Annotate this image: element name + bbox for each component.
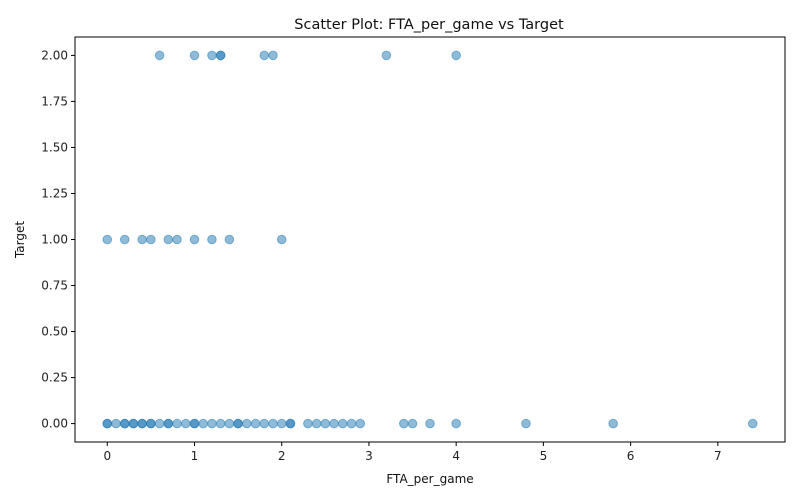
data-point	[112, 419, 121, 428]
data-point	[138, 235, 147, 244]
y-axis-label: Target	[13, 221, 27, 259]
y-tick-label: 1.75	[41, 94, 68, 108]
x-tick-label: 7	[714, 449, 722, 463]
y-axis: 0.00 0.25 0.50 0.75 1.00 1.25 1.50 1.75 2.00	[41, 48, 75, 430]
data-point	[251, 419, 260, 428]
data-point	[190, 235, 199, 244]
data-point	[190, 419, 199, 428]
x-tick-label: 2	[278, 449, 286, 463]
data-point	[120, 419, 129, 428]
data-point	[147, 419, 156, 428]
data-point	[609, 419, 618, 428]
y-tick-label: 0.50	[41, 325, 68, 339]
x-tick-label: 5	[540, 449, 548, 463]
data-point	[426, 419, 435, 428]
data-point	[129, 419, 138, 428]
data-point	[173, 235, 182, 244]
data-point	[260, 51, 269, 60]
data-point	[452, 419, 461, 428]
data-point	[155, 51, 164, 60]
data-point	[225, 235, 234, 244]
x-tick-label: 3	[365, 449, 373, 463]
data-point	[277, 235, 286, 244]
data-point	[103, 419, 112, 428]
data-point	[243, 419, 252, 428]
x-axis: 0 1 2 3 4 5 6 7	[103, 442, 721, 463]
data-point	[216, 51, 225, 60]
data-point	[269, 419, 278, 428]
data-point	[138, 419, 147, 428]
data-point	[356, 419, 365, 428]
y-tick-label: 0.25	[41, 371, 68, 385]
data-point	[208, 235, 217, 244]
data-point	[748, 419, 757, 428]
data-point	[330, 419, 339, 428]
data-point	[147, 235, 156, 244]
x-tick-label: 0	[103, 449, 111, 463]
data-point	[321, 419, 330, 428]
data-point	[103, 235, 112, 244]
data-point	[304, 419, 313, 428]
data-point	[164, 419, 173, 428]
data-point	[269, 51, 278, 60]
data-point	[181, 419, 190, 428]
x-axis-label: FTA_per_game	[386, 472, 473, 486]
data-point	[347, 419, 356, 428]
data-point	[216, 419, 225, 428]
data-point	[190, 51, 199, 60]
data-point	[225, 419, 234, 428]
y-tick-label: 0.75	[41, 279, 68, 293]
data-point	[164, 235, 173, 244]
data-point	[400, 419, 409, 428]
data-point	[155, 419, 164, 428]
y-tick-label: 2.00	[41, 48, 68, 62]
data-point	[260, 419, 269, 428]
x-tick-label: 4	[452, 449, 460, 463]
data-point	[234, 419, 243, 428]
data-point	[120, 235, 129, 244]
data-point	[522, 419, 531, 428]
data-point	[408, 419, 417, 428]
points-layer	[103, 51, 757, 428]
data-point	[173, 419, 182, 428]
y-tick-label: 1.50	[41, 140, 68, 154]
data-point	[452, 51, 461, 60]
data-point	[286, 419, 295, 428]
data-point	[277, 419, 286, 428]
data-point	[199, 419, 208, 428]
chart-title: Scatter Plot: FTA_per_game vs Target	[294, 17, 564, 33]
x-tick-label: 6	[627, 449, 635, 463]
data-point	[382, 51, 391, 60]
data-point	[338, 419, 347, 428]
y-tick-label: 0.00	[41, 417, 68, 431]
y-tick-label: 1.00	[41, 233, 68, 247]
y-tick-label: 1.25	[41, 186, 68, 200]
x-tick-label: 1	[191, 449, 199, 463]
data-point	[208, 51, 217, 60]
data-point	[208, 419, 217, 428]
data-point	[312, 419, 321, 428]
